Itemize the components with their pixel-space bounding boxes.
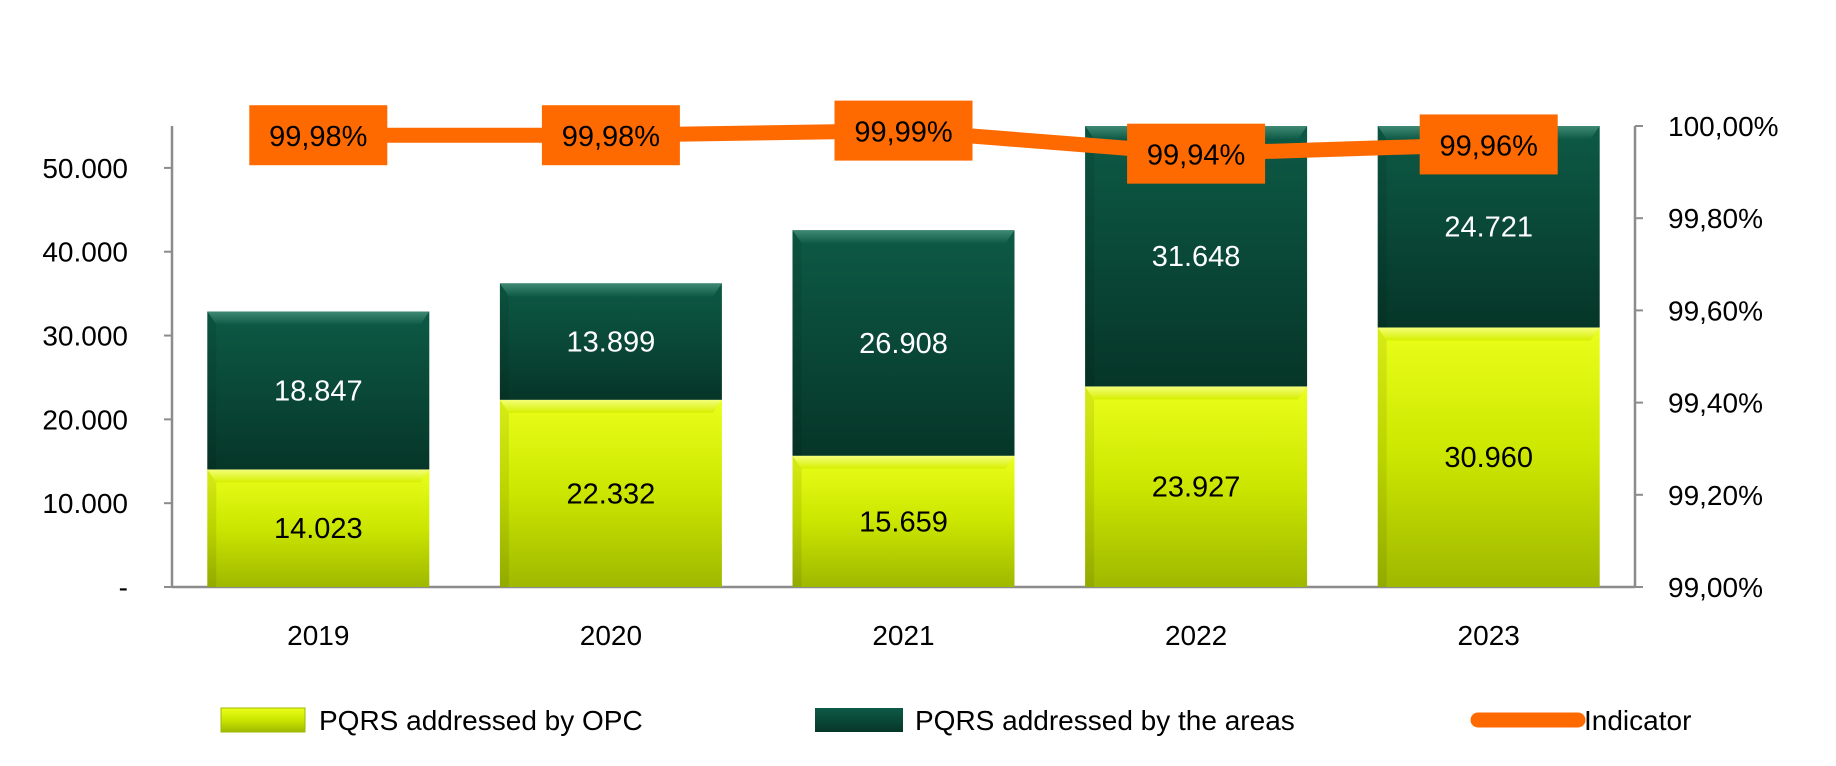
indicator-label-box [1127, 123, 1266, 184]
bar-data-label: 13.899 [567, 327, 656, 359]
x-tick-label: 2019 [287, 620, 349, 651]
bar-data-label: 14.023 [274, 513, 363, 545]
legend-swatch-opc [220, 707, 306, 733]
bar-opc [207, 469, 430, 587]
bar-bevel-side [207, 311, 217, 470]
bar-bevel [499, 399, 722, 413]
legend-label-opc: PQRS addressed by OPC [319, 705, 643, 736]
bar-bevel [792, 455, 1015, 469]
bar-bevel-side [1085, 386, 1095, 587]
bar-bevel [1377, 327, 1600, 341]
indicator-data-label: 99,98% [562, 121, 660, 153]
left-tick-label: 10.000 [42, 488, 128, 519]
bar-data-label: 24.721 [1444, 212, 1533, 244]
right-tick-label: 99,20% [1668, 480, 1763, 511]
axes: - 10.000 20.000 30.000 40.000 50.000 99,00% 99,… [42, 111, 1778, 651]
indicator-line-group: 99,98% 99,98% 99,99% 99,94% 99,96% [249, 100, 1558, 184]
bar-data-label: 22.332 [567, 478, 656, 510]
bar-bevel-side [1085, 126, 1095, 387]
bar-areas [499, 283, 722, 400]
bar-bevel [207, 311, 430, 325]
bar-bevel [207, 469, 430, 483]
bar-areas [207, 311, 430, 470]
bar-data-label: 23.927 [1152, 472, 1241, 504]
bar-data-label: 18.847 [274, 375, 363, 407]
bar-bevel-side [1377, 126, 1387, 328]
indicator-data-label: 99,98% [269, 121, 367, 153]
bar-bevel-side [499, 399, 509, 587]
bar-bevel-side [499, 283, 509, 400]
left-tick-label: - [119, 572, 128, 603]
x-tick-label: 2021 [872, 620, 934, 651]
indicator-label-box [249, 105, 388, 166]
right-tick-label: 99,40% [1668, 388, 1763, 419]
bar-areas [792, 230, 1015, 456]
indicator-label-box [541, 105, 680, 166]
legend-swatch-areas [815, 708, 903, 732]
left-tick-label: 40.000 [42, 237, 128, 268]
indicator-label-box [834, 100, 973, 161]
indicator-data-label: 99,96% [1440, 130, 1538, 162]
legend-label-areas: PQRS addressed by the areas [915, 705, 1295, 736]
bar-bevel-side [207, 469, 217, 587]
bar-data-label: 30.960 [1444, 442, 1533, 474]
right-tick-label: 99,80% [1668, 203, 1763, 234]
bar-bevel [499, 283, 722, 297]
bar-opc [1377, 327, 1600, 587]
legend-label-indicator: Indicator [1584, 705, 1691, 736]
bar-data-label: 31.648 [1152, 241, 1241, 273]
left-tick-label: 50.000 [42, 153, 128, 184]
left-tick-label: 20.000 [42, 404, 128, 435]
bar-bevel [792, 230, 1015, 244]
bar-data-label: 26.908 [859, 328, 948, 360]
right-tick-label: 99,00% [1668, 572, 1763, 603]
bar-bevel-side [792, 230, 802, 456]
legend: PQRS addressed by OPC PQRS addressed by t… [220, 705, 1691, 736]
bar-opc [499, 399, 722, 587]
indicator-label-box [1419, 114, 1558, 175]
bars: 14.023 18.847 22.332 13.899 15.659 26.908 23.9… [207, 126, 1600, 587]
bar-opc [792, 455, 1015, 587]
bar-bevel [1085, 386, 1308, 400]
x-tick-label: 2020 [580, 620, 642, 651]
bar-bevel-side [792, 455, 802, 587]
bar-data-label: 15.659 [859, 506, 948, 538]
indicator-data-label: 99,94% [1147, 140, 1245, 172]
x-tick-label: 2022 [1165, 620, 1227, 651]
indicator-data-label: 99,99% [854, 117, 952, 149]
right-tick-label: 99,60% [1668, 295, 1763, 326]
left-tick-label: 30.000 [42, 321, 128, 352]
x-tick-label: 2023 [1458, 620, 1520, 651]
bar-opc [1085, 386, 1308, 587]
right-tick-label: 100,00% [1668, 111, 1779, 142]
bar-bevel-side [1377, 327, 1387, 587]
